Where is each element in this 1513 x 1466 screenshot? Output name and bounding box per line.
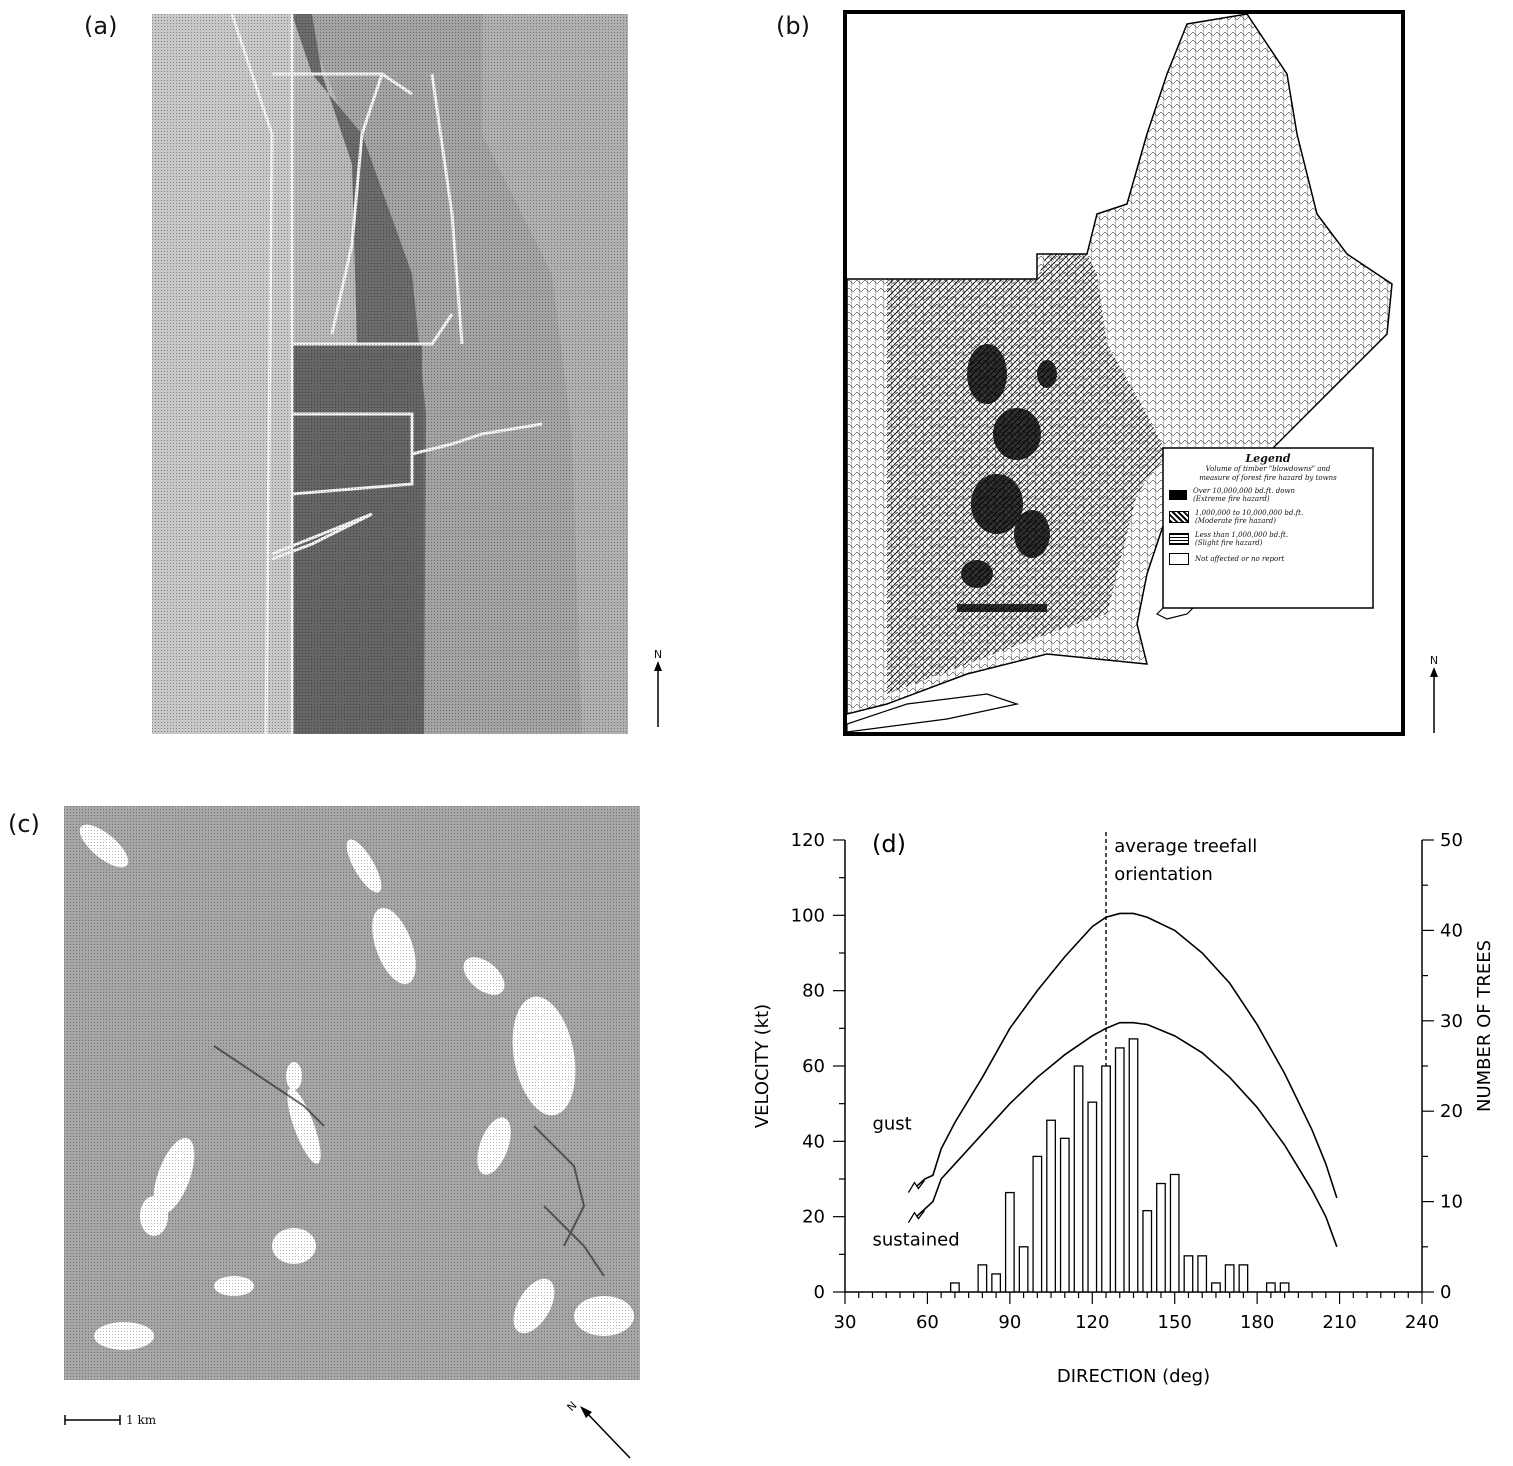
series-label-gust: gust [872, 1113, 911, 1134]
bar [1265, 1282, 1276, 1293]
y-tick-label: 60 [802, 1056, 825, 1077]
panel-b-map: Legend Volume of timber "blowdowns" and … [843, 10, 1405, 736]
y-tick-label: 100 [791, 905, 825, 926]
legend-entry-line: (Moderate fire hazard) [1195, 517, 1276, 525]
chart-axes: 30 60 90 120 150 180 210 2400204060801001200102… [791, 830, 1463, 1333]
y2-tick-label: 40 [1440, 920, 1463, 941]
bar [1142, 1209, 1153, 1293]
bar [1156, 1182, 1166, 1293]
bar [1046, 1119, 1056, 1293]
y-tick-label: 0 [814, 1282, 825, 1303]
x-tick-label: 90 [998, 1312, 1021, 1333]
legend-subtitle-2: measure of forest fire hazard by towns [1199, 474, 1337, 482]
bar [991, 1273, 1002, 1293]
bar [1224, 1264, 1235, 1293]
panel-c-label: (c) [8, 810, 40, 838]
bar [1128, 1038, 1139, 1293]
panel-d-label: (d) [872, 830, 906, 858]
legend-swatch-extreme [1169, 490, 1187, 500]
bar [1238, 1264, 1249, 1293]
legend-entry-line: Less than 1,000,000 bd.ft. [1195, 531, 1289, 539]
bar [1018, 1246, 1029, 1293]
y-axis-label: VELOCITY (kt) [752, 1004, 773, 1128]
bar [1073, 1065, 1084, 1293]
north-arrow-icon [654, 661, 662, 727]
legend-entry-line: 1,000,000 to 10,000,000 bd.ft. [1195, 509, 1304, 517]
x-tick-label: 240 [1405, 1312, 1439, 1333]
x-tick-label: 210 [1322, 1312, 1356, 1333]
axis-break-mark [907, 1210, 925, 1224]
legend-swatch-moderate [1169, 511, 1189, 523]
map-legend: Legend Volume of timber "blowdowns" and … [1163, 448, 1373, 567]
bar [1059, 1137, 1070, 1293]
north-arrow-icon [1430, 667, 1438, 733]
bar [1211, 1282, 1221, 1293]
legend-entry: Over 10,000,000 bd.ft. down (Extreme fir… [1169, 487, 1367, 503]
y2-tick-label: 50 [1440, 830, 1463, 851]
bar-series [949, 1038, 1290, 1293]
legend-swatch-slight [1169, 533, 1189, 545]
x-tick-label: 120 [1075, 1312, 1109, 1333]
north-arrow-icon [580, 1406, 631, 1459]
y2-tick-label: 20 [1440, 1101, 1463, 1122]
series-line-sustained [915, 1021, 1338, 1248]
north-label: N [653, 648, 663, 661]
bar [977, 1264, 988, 1293]
series-line-gust [915, 912, 1338, 1199]
legend-entry: Not affected or no report [1169, 553, 1367, 565]
y-tick-label: 80 [802, 981, 825, 1002]
panel-b-north-arrow: N [1426, 654, 1442, 737]
legend-title: Legend [1245, 452, 1291, 465]
y2-tick-label: 10 [1440, 1192, 1463, 1213]
legend-entry-line: (Slight fire hazard) [1195, 539, 1263, 547]
bar [1183, 1255, 1194, 1293]
legend-entry: 1,000,000 to 10,000,000 bd.ft. (Moderate… [1169, 509, 1367, 525]
scale-bar-icon [64, 1415, 121, 1425]
bar [1101, 1065, 1111, 1293]
y2-axis-label: NUMBER OF TREES [1474, 940, 1495, 1112]
annotation-line-2: orientation [1114, 864, 1212, 885]
bar [1087, 1101, 1098, 1293]
bar [1114, 1047, 1125, 1293]
axis-break-mark [907, 1180, 925, 1193]
bar [1004, 1191, 1015, 1293]
legend-entry-line: Not affected or no report [1195, 555, 1285, 563]
y-tick-label: 20 [802, 1207, 825, 1228]
bar [1197, 1255, 1208, 1293]
x-tick-label: 150 [1158, 1312, 1192, 1333]
north-label: N [1429, 654, 1439, 667]
scale-bar-label: 1 km [126, 1413, 157, 1427]
x-tick-label: 60 [916, 1312, 939, 1333]
panel-b-label: (b) [776, 12, 810, 40]
panel-a-aerial-image [152, 14, 628, 734]
bar [1032, 1155, 1043, 1293]
bar [949, 1282, 960, 1293]
y-tick-label: 120 [791, 830, 825, 851]
panel-a-north-arrow: N [650, 648, 666, 731]
series-label-sustained: sustained [872, 1229, 959, 1250]
x-tick-label: 180 [1240, 1312, 1274, 1333]
legend-entry: Less than 1,000,000 bd.ft. (Slight fire … [1169, 531, 1367, 547]
panel-a-label: (a) [84, 12, 118, 40]
legend-subtitle-1: Volume of timber "blowdowns" and [1205, 465, 1331, 473]
x-axis-label: DIRECTION (deg) [1057, 1366, 1210, 1387]
annotation-line-1: average treefall [1114, 836, 1257, 857]
scale-bar: 1 km [64, 1413, 156, 1427]
legend-entry-line: Over 10,000,000 bd.ft. down [1193, 487, 1295, 495]
legend-entry-line: (Extreme fire hazard) [1193, 495, 1270, 503]
y2-tick-label: 0 [1440, 1282, 1451, 1303]
bar [1279, 1282, 1290, 1293]
x-tick-label: 30 [834, 1312, 857, 1333]
panel-c-aerial-image [64, 806, 640, 1380]
panel-d-chart: 30 60 90 120 150 180 210 2400204060801001200102… [752, 830, 1495, 1387]
y-tick-label: 40 [802, 1131, 825, 1152]
line-series [907, 832, 1338, 1248]
legend-swatch-none [1169, 553, 1189, 565]
chart-labels: (d) average treefall orientation gust sustai… [752, 830, 1495, 1387]
bar [1169, 1173, 1180, 1293]
y2-tick-label: 30 [1440, 1011, 1463, 1032]
